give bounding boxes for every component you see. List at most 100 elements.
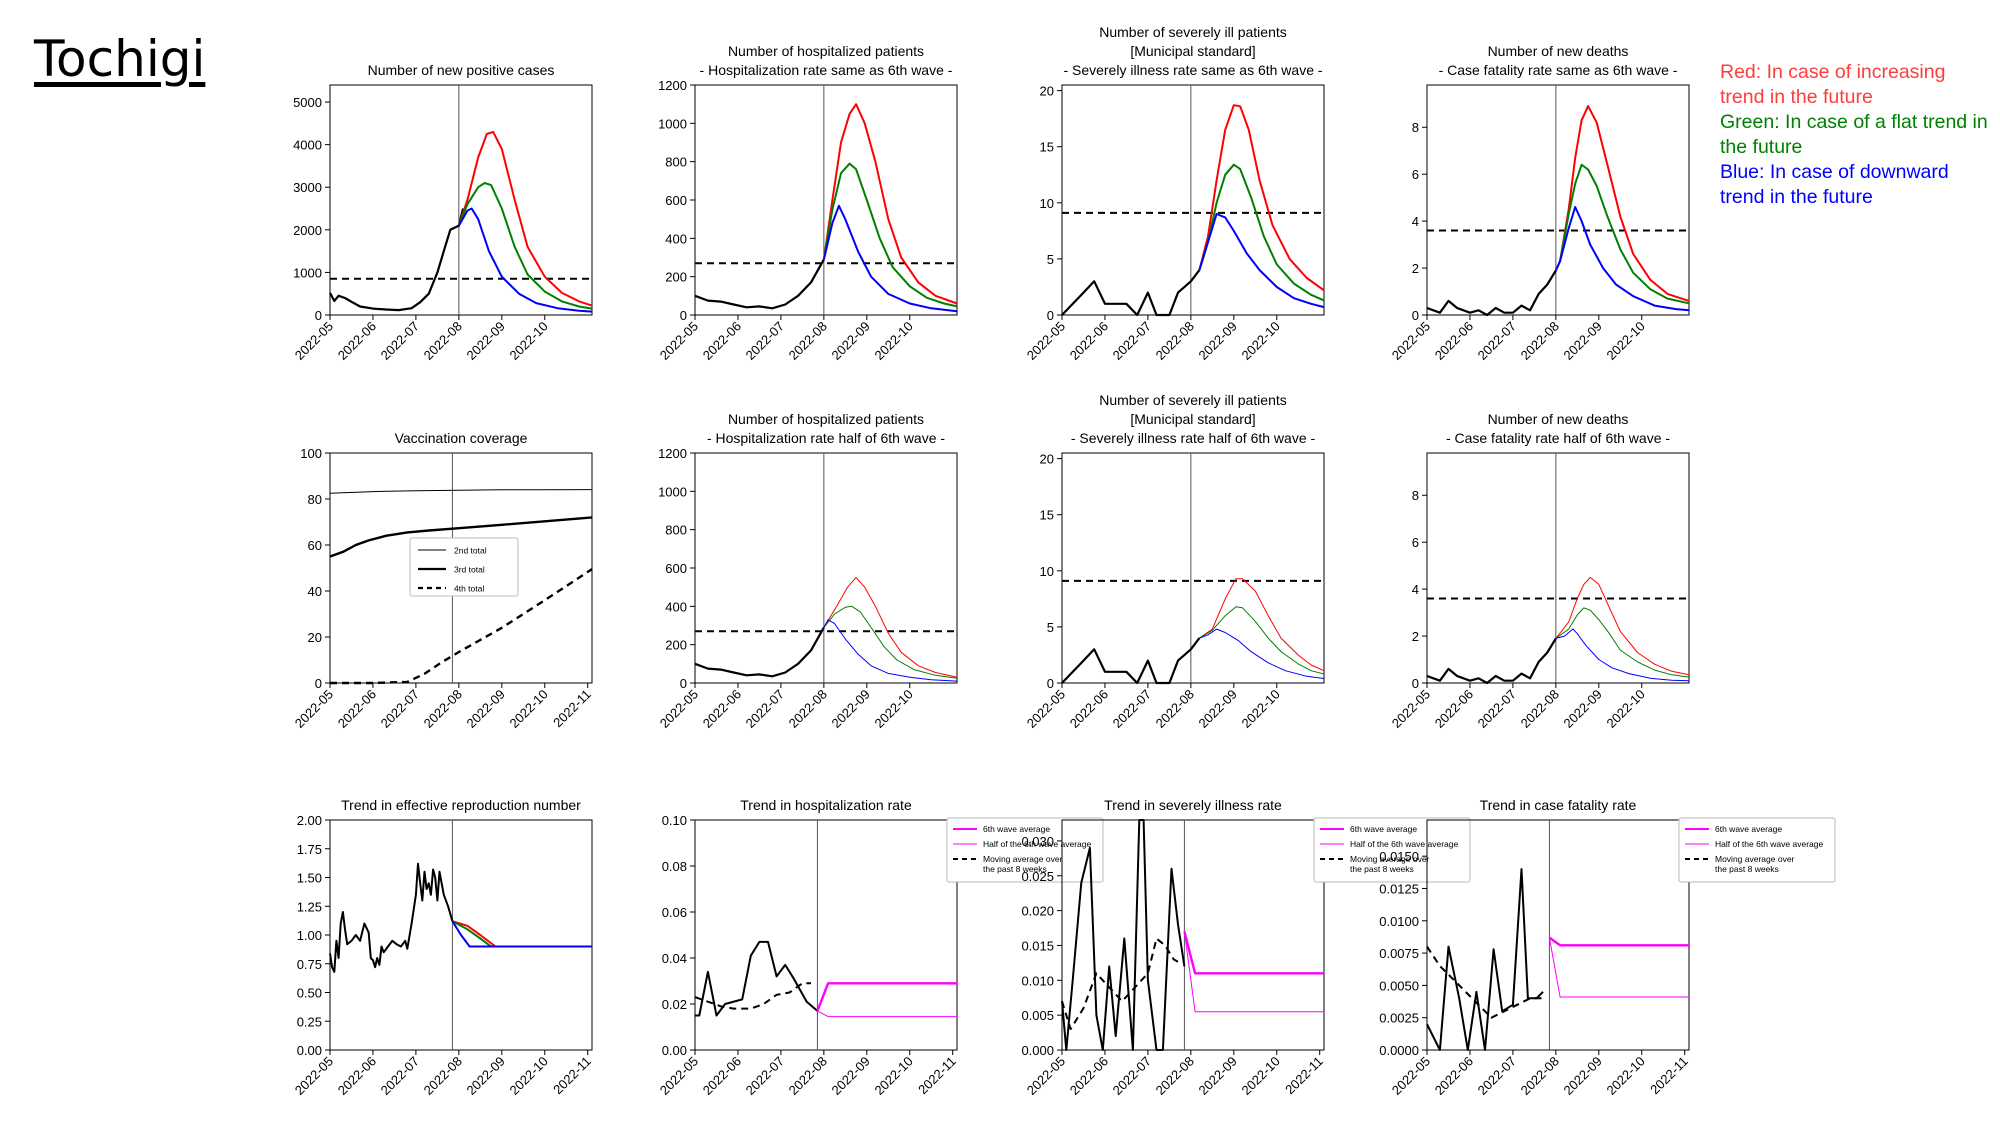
y-tick-label: 200 [665,270,687,285]
x-tick-label: 2022-09 [1561,1054,1605,1098]
legend-label: 6th wave average [1350,824,1417,834]
x-tick-label: 2022-10 [872,319,916,363]
x-tick-label: 2022-11 [550,687,594,731]
series-line-black [1061,637,1201,685]
y-tick-label: 0 [1047,308,1054,323]
y-tick-label: 10 [1040,564,1054,579]
series-line-green [1199,606,1325,675]
x-tick-label: 2022-06 [335,687,379,731]
x-tick-label: 2022-08 [421,687,465,731]
x-tick-label: 2022-07 [1475,1054,1519,1098]
x-tick-label: 2022-09 [1196,1054,1240,1098]
chart-c8: Number of new deaths - Case fatality rate… [1389,411,1690,731]
y-tick-label: 0.0150 [1379,849,1419,864]
y-tick-label: 0 [680,676,687,691]
chart-title: - Hospitalization rate half of 6th wave … [707,430,945,446]
y-tick-label: 5 [1047,620,1054,635]
legend-box [1313,817,1471,883]
x-tick-label: 2022-06 [700,319,744,363]
x-tick-label: 2022-09 [464,319,508,363]
y-tick-label: 100 [300,446,322,461]
series-line-red [1554,105,1690,302]
x-tick-label: 2022-06 [1432,319,1476,363]
y-tick-label: 1000 [658,484,687,499]
y-tick-label: 0.08 [662,859,687,874]
series-line-blue [822,204,958,313]
x-tick-label: 2022-10 [1239,319,1283,363]
y-tick-label: 400 [665,599,687,614]
x-tick-label: 2022-11 [915,1054,959,1098]
series-line-black [329,208,465,312]
x-tick-label: 2022-07 [378,687,422,731]
y-tick-label: 0 [680,308,687,323]
chart-title: - Case fatality rate same as 6th wave - [1439,62,1678,78]
legend-label: 2nd total [454,546,487,556]
x-tick-label: 2022-09 [1561,319,1605,363]
x-tick-label: 2022-08 [1153,319,1197,363]
chart-title: Number of hospitalized patients [728,43,924,59]
y-tick-label: 5 [1047,252,1054,267]
legend-label: 4th total [454,584,484,594]
series-line-blue [451,920,592,948]
x-tick-label: 2022-10 [1239,687,1283,731]
legend-label: the past 8 weeks [983,864,1047,874]
legend-label: Half of the 6th wave average [983,839,1091,849]
legend-label: 3rd total [454,565,485,575]
y-tick-label: 0.10 [662,813,687,828]
series-line-black [1426,269,1557,317]
series-line-red [822,103,958,305]
x-tick-label: 2022-05 [1389,319,1433,363]
chart-title: Vaccination coverage [395,430,528,446]
chart-title: Number of severely ill patients [1099,24,1287,40]
y-tick-label: 0 [315,308,322,323]
series-line-red [1555,576,1690,676]
x-tick-label: 2022-05 [1024,319,1068,363]
y-tick-label: 20 [308,630,322,645]
series-line-green [457,182,593,310]
chart-c5: Vaccination coverage0204060801002022-052… [292,430,594,731]
y-tick-label: 0.030 [1021,834,1054,849]
x-tick-label: 2022-06 [1432,687,1476,731]
series-line-red [457,130,593,307]
y-tick-label: 0.0000 [1379,1043,1419,1058]
plot-frame [1061,819,1325,1051]
y-tick-label: 800 [665,155,687,170]
chart-title: - Case fatality rate half of 6th wave - [1446,430,1670,446]
plot-frame [1426,452,1690,684]
series-line-black [694,258,825,310]
plot-frame [1061,452,1325,684]
y-tick-label: 4 [1412,214,1419,229]
series-line-black [330,568,593,685]
y-tick-label: 0.010 [1021,973,1054,988]
series-line-blue [1199,628,1325,679]
x-tick-label: 2022-08 [1153,687,1197,731]
x-tick-label: 2022-05 [292,687,336,731]
x-tick-label: 2022-05 [657,1054,701,1098]
legend-label: 6th wave average [1715,824,1782,834]
x-tick-label: 2022-05 [657,319,701,363]
legend-label: 6th wave average [983,824,1050,834]
y-tick-label: 0.015 [1021,938,1054,953]
y-tick-label: 0.000 [1021,1043,1054,1058]
series-line-black [329,862,454,973]
legend-box [409,537,519,597]
x-tick-label: 2022-10 [872,1054,916,1098]
series-line-black [1426,637,1557,685]
series-line-black [1061,819,1186,1051]
series-line-blue [1555,628,1690,682]
x-tick-label: 2022-09 [464,1054,508,1098]
x-tick-label: 2022-07 [1475,687,1519,731]
chart-title: Number of new positive cases [368,62,555,78]
x-tick-label: 2022-08 [786,319,830,363]
chart-title: [Municipal standard] [1130,411,1255,427]
x-tick-label: 2022-07 [743,1054,787,1098]
series-line-magenta [817,1010,957,1018]
series-line-magenta [1548,937,1689,998]
series-line-green [1554,163,1690,305]
y-tick-label: 0.0050 [1379,978,1419,993]
y-tick-label: 0.020 [1021,904,1054,919]
chart-title: Number of severely ill patients [1099,392,1287,408]
x-tick-label: 2022-07 [1110,687,1154,731]
x-tick-label: 2022-06 [335,1054,379,1098]
legend-label: the past 8 weeks [1350,864,1414,874]
